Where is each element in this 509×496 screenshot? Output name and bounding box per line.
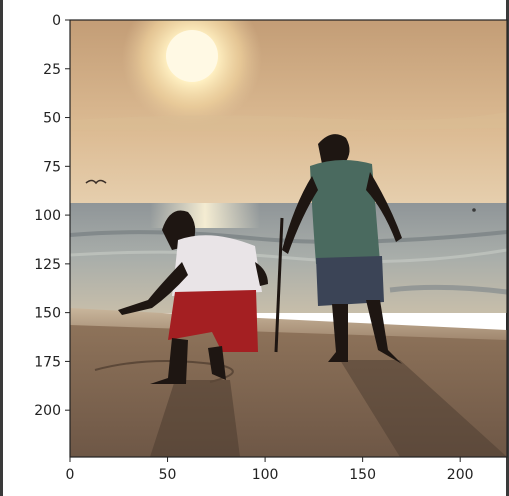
x-axis: 0 50 100 150 200 [66, 457, 474, 483]
y-tick-label: 125 [34, 257, 61, 273]
x-tick-label: 0 [66, 467, 75, 483]
y-tick-label: 150 [34, 306, 61, 322]
y-tick-label: 100 [34, 208, 61, 224]
window-edge-left [0, 0, 3, 496]
y-tick-label: 50 [43, 111, 61, 127]
y-tick-label: 75 [43, 159, 61, 175]
sand-drawing [94, 360, 234, 383]
x-tick-label: 150 [349, 467, 376, 483]
wave-2 [70, 248, 507, 264]
x-tick-label: 100 [252, 467, 279, 483]
left-child-arm [118, 262, 188, 315]
right-child-shorts [316, 256, 384, 306]
y-tick-label: 175 [34, 354, 61, 370]
left-child [118, 210, 268, 384]
right-child-leg-right [366, 300, 402, 364]
cloud-band [70, 112, 507, 131]
sun [166, 30, 218, 82]
y-tick-label: 200 [34, 403, 61, 419]
distant-swimmer [472, 208, 476, 212]
shadow-left-child [150, 380, 240, 457]
right-child [282, 134, 402, 364]
axes-frame [69, 19, 508, 458]
y-tick-label: 0 [52, 13, 61, 29]
left-child-leg-back [150, 338, 188, 384]
left-child-shorts [168, 290, 258, 352]
seagull [85, 179, 107, 185]
wave-1 [70, 230, 507, 244]
left-child-hand [255, 262, 268, 286]
right-child-head [318, 134, 350, 164]
right-child-leg-left [328, 304, 348, 362]
left-child-leg-front [208, 346, 226, 380]
beach-sunset-photo [70, 20, 507, 457]
left-child-shirt [172, 235, 262, 296]
x-tick-label: 50 [159, 467, 177, 483]
wave-3 [389, 284, 507, 295]
y-axis: 0 25 50 75 100 125 150 175 200 [34, 13, 70, 419]
right-child-arm-left [282, 176, 318, 254]
y-tick-label: 25 [43, 62, 61, 78]
shadow-right-child [340, 360, 507, 457]
right-child-arm-right [366, 172, 402, 242]
x-tick-label: 200 [447, 467, 474, 483]
right-child-shirt [310, 159, 380, 264]
stick [274, 217, 284, 353]
